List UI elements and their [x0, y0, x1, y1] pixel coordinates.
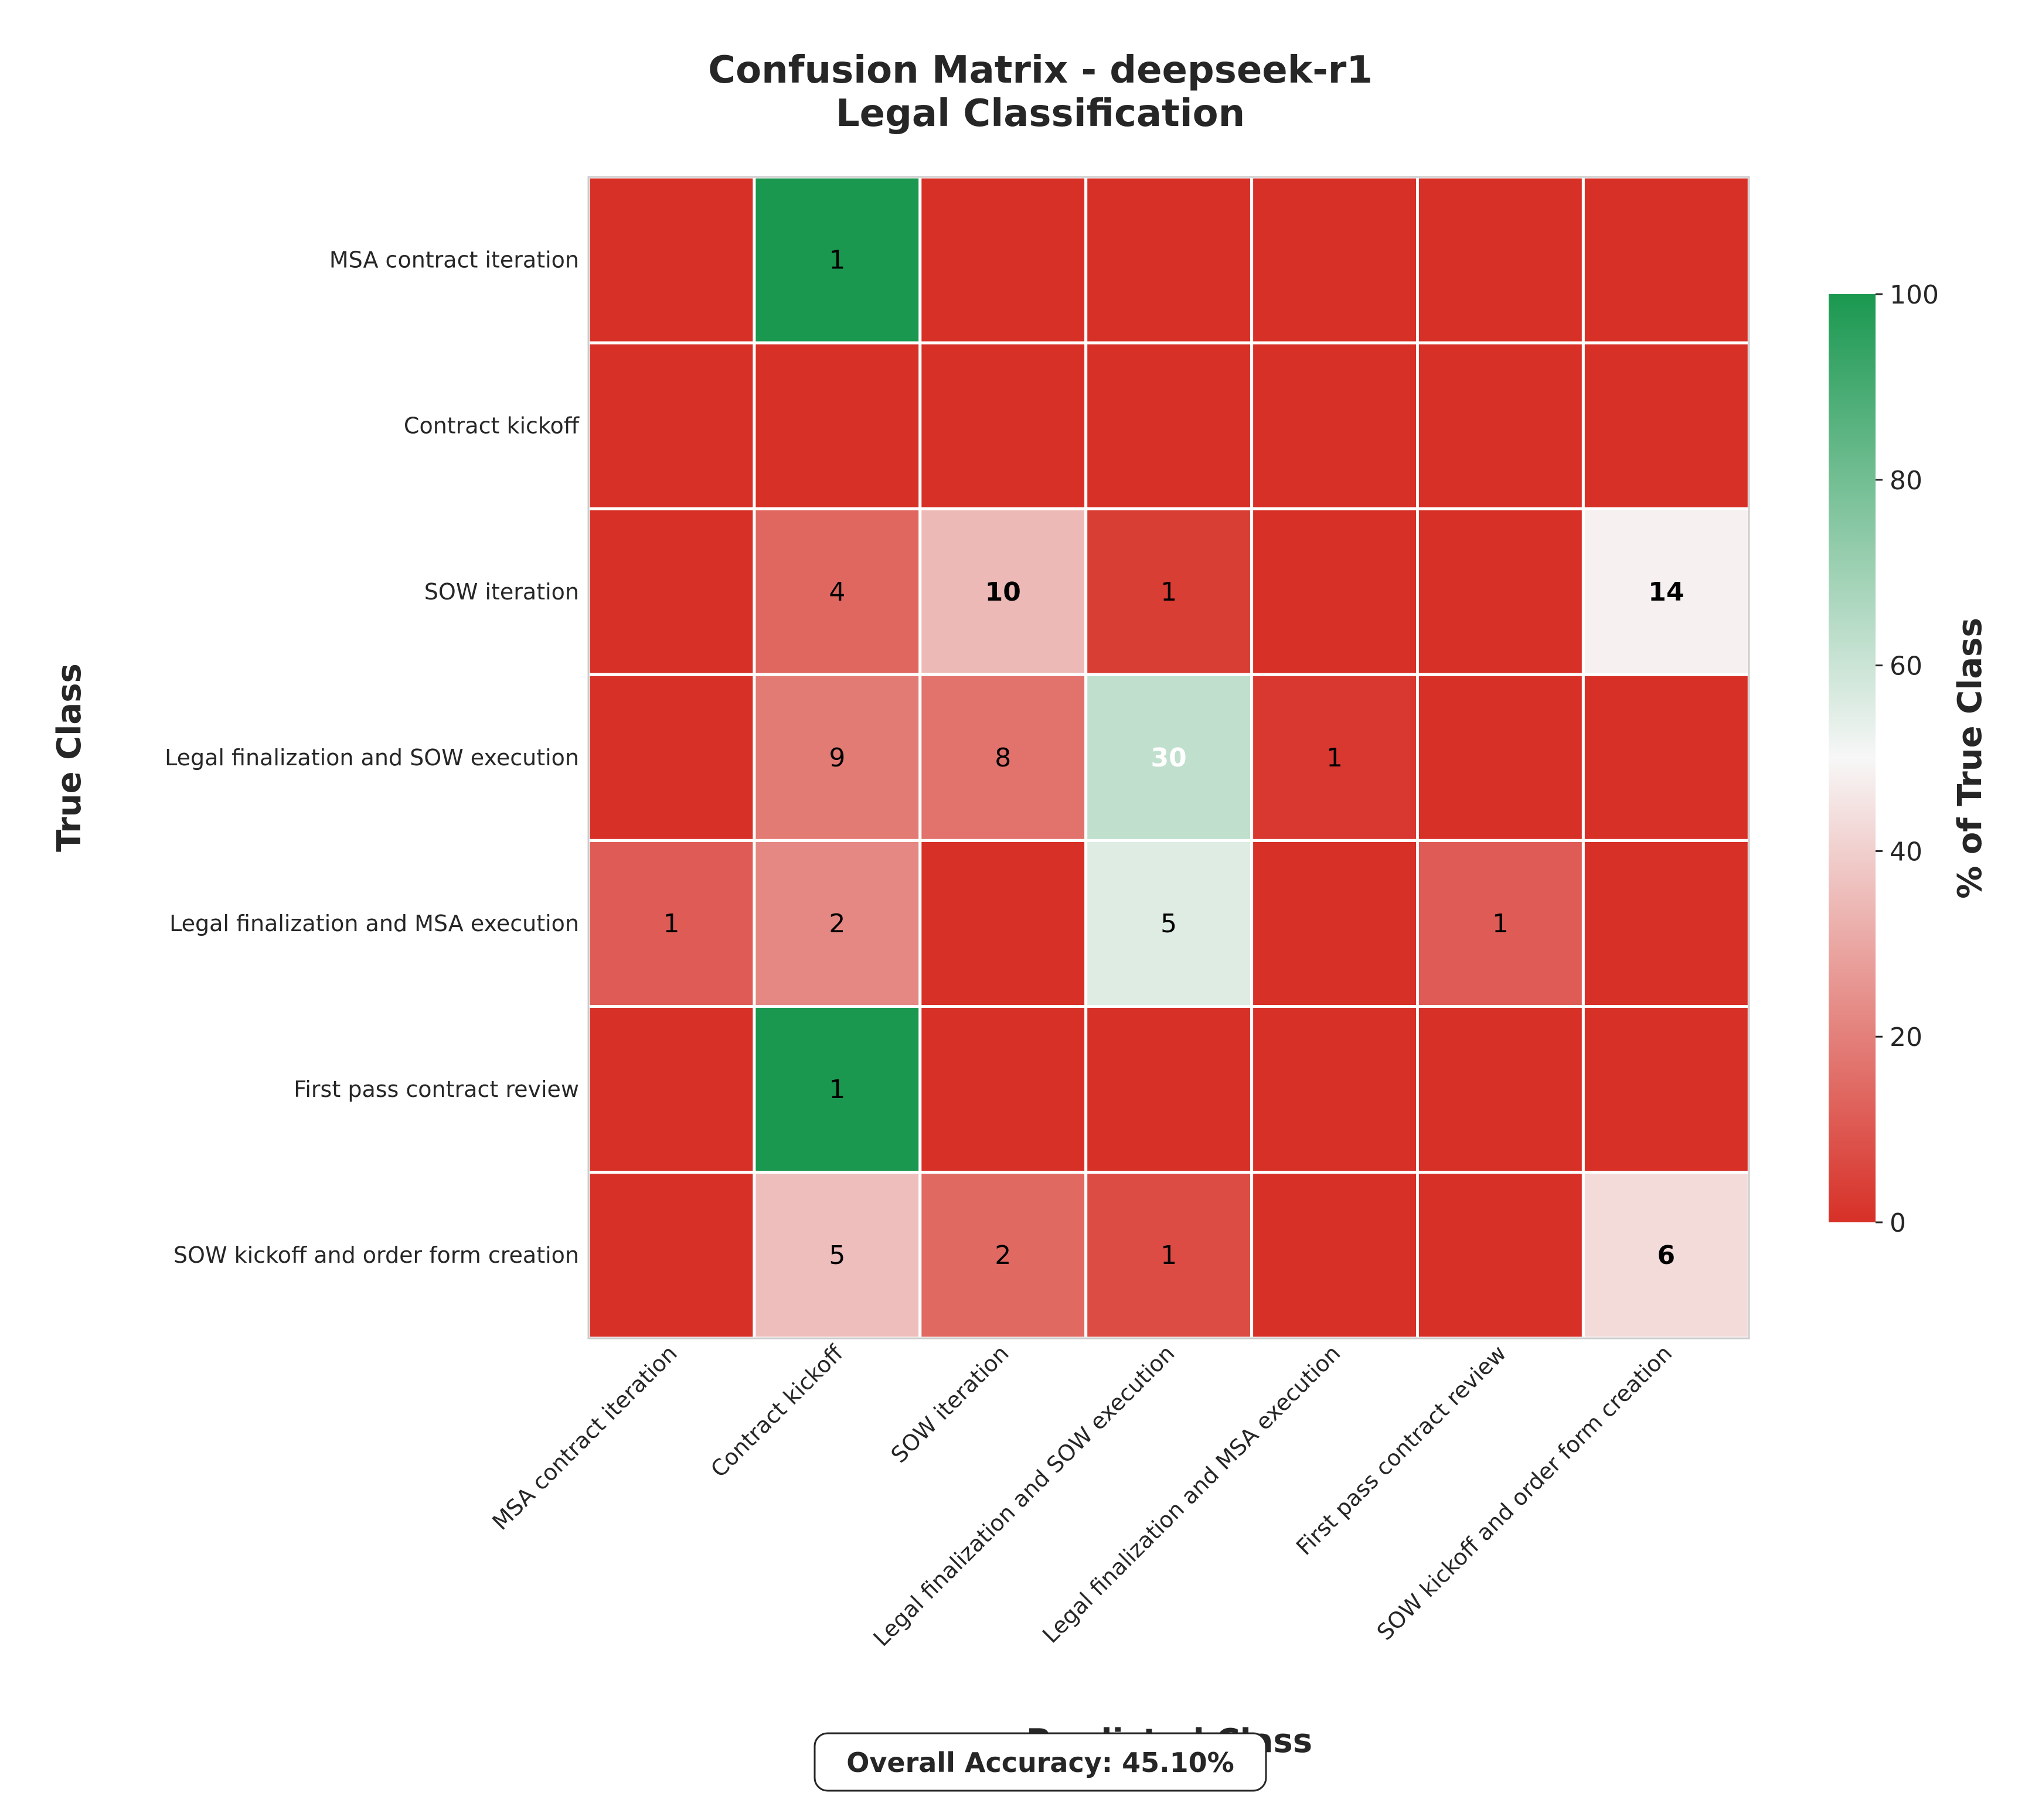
cell-value-label: 1 [1492, 909, 1509, 939]
heatmap-cell [587, 1171, 756, 1340]
accuracy-box-frame [814, 1732, 1267, 1792]
cell-value-label: 1 [829, 1075, 845, 1105]
heatmap-cell [1084, 1171, 1254, 1340]
colorbar-tick-label: 0 [1890, 1208, 1906, 1238]
cell-value-label: 1 [1326, 743, 1343, 773]
heatmap-cell [1250, 1005, 1420, 1174]
heatmap-cell [587, 1005, 756, 1174]
x-tick-label: Legal finalization and SOW execution [869, 1340, 1180, 1651]
heatmap-cell [1581, 673, 1751, 842]
heatmap-cell [587, 673, 756, 842]
cell-value-label: 10 [985, 577, 1021, 607]
colorbar-ticks: 0 20 40 60 80 100 [1876, 280, 1939, 1238]
cell-value-label: 14 [1648, 577, 1684, 607]
heatmap-cell [587, 507, 756, 676]
cell-value-label: 2 [995, 1240, 1011, 1270]
heatmap-cell [918, 507, 1088, 676]
colorbar-tick-label: 20 [1890, 1023, 1922, 1052]
y-tick-labels: MSA contract iteration Contract kickoff SO… [165, 247, 580, 1269]
heatmap-cell [1250, 839, 1420, 1008]
heatmap-cell [918, 1005, 1088, 1174]
heatmap-cell [1250, 1171, 1420, 1340]
heatmap-cell [1416, 1171, 1585, 1340]
colorbar-tick-label: 100 [1890, 280, 1939, 310]
y-tick-label: SOW kickoff and order form creation [173, 1242, 579, 1268]
x-tick-label: MSA contract iteration [487, 1340, 682, 1535]
colorbar [1829, 294, 1876, 1222]
heatmap-cell [1581, 1005, 1751, 1174]
heatmap-cell [918, 175, 1088, 345]
cell-value-label: 1 [663, 909, 679, 939]
heatmap-cell [753, 673, 922, 842]
heatmap-cell [1250, 175, 1420, 345]
cell-value-label: 1 [1160, 1240, 1177, 1270]
heatmap-cell [1581, 175, 1751, 345]
plot-frame [587, 176, 1750, 1340]
heatmap-cell [918, 1171, 1088, 1340]
heatmap-cell [587, 341, 756, 510]
cell-value-label: 1 [829, 246, 845, 275]
cell-value-label: 9 [829, 743, 845, 773]
y-tick-label: Contract kickoff [404, 413, 580, 439]
colorbar-tick-label: 40 [1890, 837, 1922, 867]
x-tick-label: SOW kickoff and order form creation [1372, 1340, 1677, 1645]
cell-value-label: 1 [1160, 577, 1177, 607]
heatmap-cell [1416, 341, 1585, 510]
accuracy-text: Overall Accuracy: 45.10% [846, 1747, 1234, 1778]
heatmap-cell [1250, 507, 1420, 676]
colorbar-tick-label: 60 [1890, 652, 1922, 681]
heatmap-cell [918, 839, 1088, 1008]
y-tick-label: Legal finalization and SOW execution [165, 745, 579, 771]
heatmap-cell [1581, 839, 1751, 1008]
y-tick-label: SOW iteration [424, 579, 579, 605]
heatmap-cell [753, 1005, 922, 1174]
colorbar-tick-label: 80 [1890, 466, 1922, 496]
heatmap-cell [1581, 1171, 1751, 1340]
chart-title: Confusion Matrix - deepseek-r1 [708, 49, 1373, 92]
chart-subtitle: Legal Classification [836, 92, 1245, 135]
heatmap-cell [1581, 341, 1751, 510]
heatmap-cells: 14 10 1 149 8 30 11 2 5 115 2 1 6 [587, 175, 1751, 1340]
accuracy-box: Overall Accuracy: 45.10% [814, 1732, 1267, 1792]
heatmap-cell [1416, 507, 1585, 676]
x-tick-label: Contract kickoff [706, 1340, 848, 1482]
cell-value-label: 5 [829, 1240, 845, 1270]
y-tick-label: First pass contract review [294, 1076, 579, 1102]
heatmap-cell [587, 839, 756, 1008]
heatmap-cell [1416, 673, 1585, 842]
y-tick-label: MSA contract iteration [329, 247, 579, 273]
heatmap-cell [1084, 673, 1254, 842]
heatmap-cell [753, 341, 922, 510]
x-tick-labels: MSA contract iteration Contract kickoff SO… [487, 1340, 1677, 1652]
x-tick-label: SOW iteration [886, 1340, 1014, 1468]
cell-value-label: 4 [829, 577, 845, 607]
cell-value-label: 6 [1658, 1240, 1676, 1270]
cell-value-label: 2 [829, 909, 845, 939]
cell-value-label: 30 [1151, 743, 1187, 773]
colorbar-label: % of True Class [1951, 618, 1989, 899]
heatmap-cell [1416, 175, 1585, 345]
heatmap-cell [1084, 839, 1254, 1008]
cell-value-label: 5 [1160, 909, 1177, 939]
heatmap-cell [753, 175, 922, 345]
heatmap-cell [1084, 341, 1254, 510]
heatmap-cell [1084, 1005, 1254, 1174]
heatmap-cell [753, 507, 922, 676]
y-tick-label: Legal finalization and MSA execution [169, 911, 579, 936]
heatmap-cell [587, 175, 756, 345]
heatmap-cell [918, 341, 1088, 510]
y-axis-title: True Class [50, 663, 89, 852]
heatmap-cell [1250, 341, 1420, 510]
cell-value-label: 8 [995, 743, 1011, 773]
heatmap-cell [1084, 175, 1254, 345]
x-tick-label: Legal finalization and MSA execution [1037, 1340, 1345, 1648]
heatmap-cell [1416, 1005, 1585, 1174]
